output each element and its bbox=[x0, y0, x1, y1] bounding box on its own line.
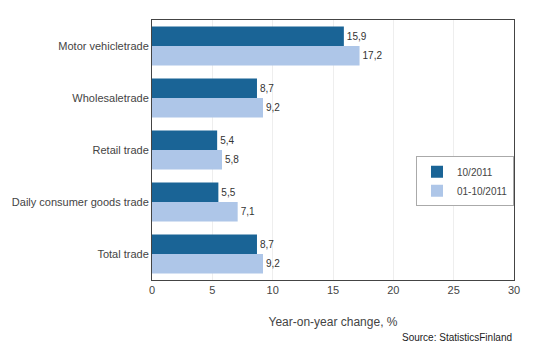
svg-text:5,5: 5,5 bbox=[221, 187, 235, 198]
svg-text:30: 30 bbox=[508, 284, 520, 296]
svg-text:0: 0 bbox=[149, 284, 155, 296]
svg-text:9,2: 9,2 bbox=[266, 102, 280, 113]
svg-text:Motor vehicletrade: Motor vehicletrade bbox=[58, 40, 149, 52]
svg-text:8,7: 8,7 bbox=[260, 83, 274, 94]
svg-text:25: 25 bbox=[448, 284, 460, 296]
svg-text:5,4: 5,4 bbox=[220, 135, 234, 146]
svg-text:5: 5 bbox=[209, 284, 215, 296]
svg-text:15,9: 15,9 bbox=[347, 31, 367, 42]
svg-text:17,2: 17,2 bbox=[363, 50, 383, 61]
svg-text:Daily consumer goods trade: Daily consumer goods trade bbox=[12, 196, 149, 208]
svg-text:10: 10 bbox=[267, 284, 279, 296]
svg-text:Total trade: Total trade bbox=[97, 248, 148, 260]
svg-text:9,2: 9,2 bbox=[266, 258, 280, 269]
svg-text:8,7: 8,7 bbox=[260, 239, 274, 250]
svg-text:Retail trade: Retail trade bbox=[93, 144, 149, 156]
svg-text:01-10/2011: 01-10/2011 bbox=[457, 186, 507, 197]
svg-text:20: 20 bbox=[387, 284, 399, 296]
svg-text:Wholesaletrade: Wholesaletrade bbox=[72, 92, 148, 104]
svg-text:Year-on-year change, %: Year-on-year change, % bbox=[269, 315, 398, 329]
svg-text:7,1: 7,1 bbox=[241, 206, 255, 217]
svg-text:5,8: 5,8 bbox=[225, 154, 239, 165]
svg-text:10/2011: 10/2011 bbox=[457, 167, 493, 178]
svg-text:15: 15 bbox=[327, 284, 339, 296]
svg-text:Source: StatisticsFinland: Source: StatisticsFinland bbox=[402, 332, 512, 343]
